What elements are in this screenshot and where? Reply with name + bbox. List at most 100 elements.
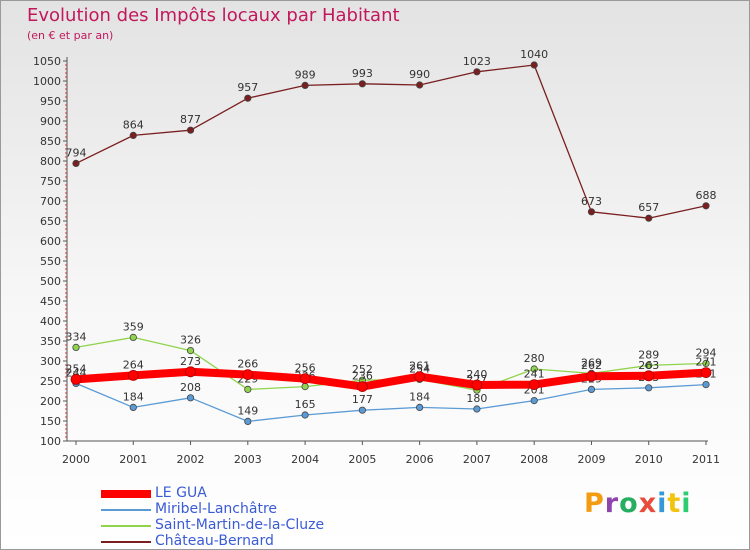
legend-swatch <box>101 525 151 527</box>
data-point <box>700 367 712 379</box>
data-label: 657 <box>638 201 659 214</box>
x-tick-label: 2006 <box>406 453 434 466</box>
legend-label: Saint-Martin-de-la-Cluze <box>155 517 325 533</box>
data-point <box>416 403 424 411</box>
data-point <box>185 366 196 378</box>
y-tick-label: 950 <box>40 95 61 108</box>
data-label: 254 <box>409 362 430 375</box>
y-tick-label: 450 <box>40 295 61 308</box>
data-point <box>186 394 195 402</box>
data-label: 177 <box>352 393 373 406</box>
legend-item: LE GUA <box>101 485 361 502</box>
x-tick-label: 2010 <box>635 453 663 466</box>
data-label: 241 <box>524 368 545 381</box>
data-label: 289 <box>638 348 659 361</box>
data-point <box>473 68 481 76</box>
y-tick-label: 1000 <box>33 75 61 88</box>
data-label: 165 <box>295 398 316 411</box>
x-tick-label: 2011 <box>692 453 720 466</box>
legend-item: Château-Bernard <box>101 533 361 550</box>
data-point <box>416 81 424 89</box>
data-point <box>702 359 710 367</box>
data-point <box>586 370 597 382</box>
y-tick-label: 300 <box>40 355 61 368</box>
logo-letter: x <box>638 488 658 519</box>
y-tick-label: 500 <box>40 275 61 288</box>
data-label: 877 <box>180 113 201 126</box>
x-tick-label: 2004 <box>291 453 319 466</box>
data-point <box>70 373 82 385</box>
data-label: 990 <box>409 68 430 81</box>
data-label: 263 <box>638 359 659 372</box>
x-tick-label: 2001 <box>119 453 147 466</box>
data-point <box>72 343 80 351</box>
data-point <box>358 80 366 88</box>
data-label: 254 <box>66 362 87 375</box>
legend-swatch <box>101 509 151 511</box>
proxiti-logo: Proxiti <box>584 488 692 519</box>
data-label: 673 <box>581 195 602 208</box>
data-point <box>301 382 309 391</box>
data-point <box>299 373 311 385</box>
data-label: 252 <box>352 363 373 376</box>
x-tick-label: 2009 <box>577 453 605 466</box>
data-point <box>702 380 710 389</box>
y-tick-label: 750 <box>40 175 61 188</box>
data-label: 271 <box>696 356 717 369</box>
y-tick-label: 650 <box>40 215 61 228</box>
y-tick-label: 150 <box>40 415 61 428</box>
logo-letter: t <box>667 488 682 519</box>
data-point <box>473 405 481 413</box>
y-tick-label: 350 <box>40 335 61 348</box>
data-label: 256 <box>295 362 316 375</box>
legend-item: Saint-Martin-de-la-Cluze <box>101 517 361 534</box>
data-point <box>645 384 653 392</box>
data-point <box>643 370 655 382</box>
legend-swatch <box>101 490 151 498</box>
data-label: 864 <box>123 118 144 131</box>
legend-label: Miribel-Lanchâtre <box>155 501 278 517</box>
y-tick-label: 1050 <box>33 55 61 68</box>
data-label: 989 <box>295 68 316 81</box>
data-point <box>186 126 195 134</box>
y-tick-label: 850 <box>40 135 61 148</box>
logo-letter: r <box>604 488 620 519</box>
data-point <box>645 361 653 369</box>
data-label: 240 <box>466 368 487 381</box>
y-tick-label: 400 <box>40 315 61 328</box>
data-label: 1023 <box>463 55 491 68</box>
data-label: 280 <box>524 352 545 365</box>
data-label: 184 <box>409 390 430 403</box>
logo-letter: i <box>657 488 668 519</box>
chart-title: Evolution des Impôts locaux par Habitant <box>27 5 400 26</box>
x-tick-label: 2003 <box>234 453 262 466</box>
data-label: 273 <box>180 355 201 368</box>
data-point <box>530 365 538 373</box>
y-tick-label: 800 <box>40 155 61 168</box>
data-label: 180 <box>466 392 487 405</box>
y-tick-label: 900 <box>40 115 61 128</box>
x-tick-label: 2000 <box>62 453 90 466</box>
data-label: 266 <box>237 358 258 371</box>
x-tick-label: 2002 <box>177 453 205 466</box>
series-line <box>75 64 707 219</box>
x-tick-label: 2008 <box>520 453 548 466</box>
data-label: 184 <box>123 390 144 403</box>
y-tick-label: 550 <box>40 255 61 268</box>
data-point <box>528 379 540 391</box>
y-tick-label: 100 <box>40 435 61 448</box>
data-point <box>358 406 366 414</box>
data-label: 261 <box>409 360 430 373</box>
legend-swatch <box>101 541 151 543</box>
data-label: 208 <box>180 381 201 394</box>
logo-letter: i <box>681 488 692 519</box>
data-point <box>129 403 137 411</box>
y-tick-label: 250 <box>40 375 61 388</box>
data-point <box>471 379 483 391</box>
data-point <box>244 385 252 393</box>
data-point <box>356 381 368 393</box>
data-point <box>587 385 596 393</box>
data-label: 269 <box>581 356 602 369</box>
legend-label: LE GUA <box>155 485 207 501</box>
